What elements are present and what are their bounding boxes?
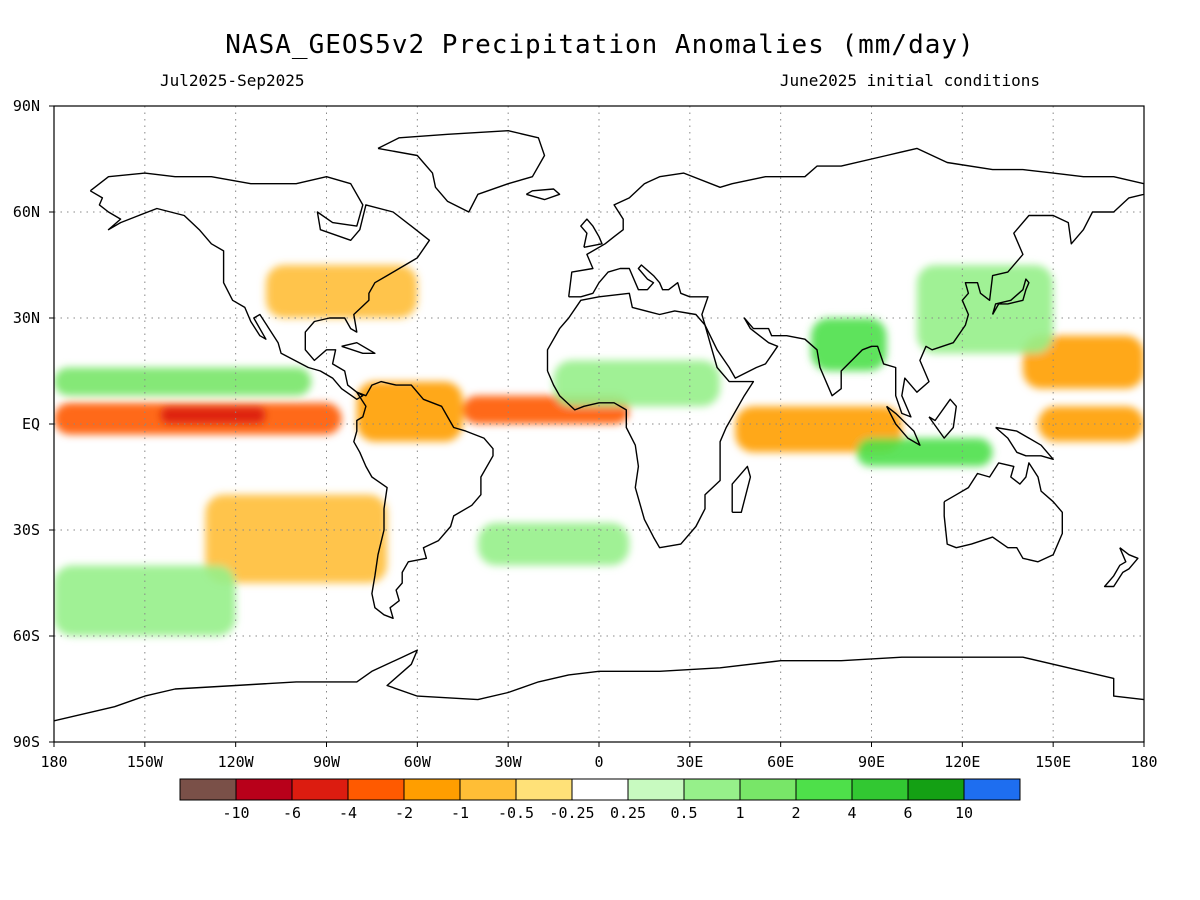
colorbar-label: -4 — [339, 804, 357, 822]
coastline-iceland — [525, 188, 561, 201]
lon-tick-label: 0 — [594, 753, 603, 771]
anomaly-region-8 — [1038, 406, 1144, 442]
colorbar-swatch — [683, 778, 741, 801]
anomaly-region-5 — [553, 360, 721, 407]
lon-tick-label: 30W — [495, 753, 523, 771]
coastline-sumatra — [885, 405, 921, 446]
coastline-new-zealand — [1103, 547, 1139, 588]
lon-tick-label: 120W — [218, 753, 255, 771]
latitude-tick-labels: 90N 60N 30N EQ 30S 60S 90S — [13, 97, 54, 751]
colorbar-swatch — [739, 778, 797, 801]
lat-tick-label: 30N — [13, 309, 40, 327]
colorbar-label: 4 — [847, 804, 856, 822]
anomaly-region-6 — [735, 406, 902, 453]
anomaly-region-14 — [477, 522, 630, 566]
lat-tick-label: 60S — [13, 627, 40, 645]
anomaly-region-7 — [856, 438, 993, 467]
coastline-cuba — [341, 342, 376, 354]
coastlines — [54, 129, 1144, 722]
lon-tick-label: 60W — [404, 753, 432, 771]
colorbar-swatch — [571, 778, 629, 801]
colorbar-labels: -10 -6 -4 -2 -1 -0.5 -0.25 0.25 0.5 1 2 4 6 10 — [222, 804, 973, 822]
lon-tick-label: 150W — [127, 753, 164, 771]
coastline-australia — [943, 462, 1064, 563]
coastline-eurasia — [568, 147, 1144, 418]
lon-tick-label: 180 — [40, 753, 67, 771]
lon-tick-label: 120E — [944, 753, 980, 771]
lon-tick-label: 150E — [1035, 753, 1071, 771]
colorbar-swatch — [291, 778, 349, 801]
lon-tick-label: 90E — [858, 753, 885, 771]
colorbar-swatch — [459, 778, 517, 801]
anomaly-field — [54, 265, 1144, 636]
chart-title: NASA_GEOS5v2 Precipitation Anomalies (mm… — [225, 30, 974, 60]
coastline-south-america — [353, 380, 494, 619]
lon-tick-label: 60E — [767, 753, 794, 771]
anomaly-region-12 — [265, 265, 418, 318]
colorbar-swatch — [179, 778, 237, 801]
colorbar-swatch — [515, 778, 573, 801]
initial-conditions: June2025 initial conditions — [780, 71, 1040, 90]
lon-tick-label: 30E — [676, 753, 703, 771]
forecast-period: Jul2025-Sep2025 — [160, 71, 305, 90]
coastline-borneo — [928, 398, 957, 439]
coastline-africa — [546, 292, 755, 549]
colorbar — [179, 778, 1021, 801]
colorbar-label: 2 — [791, 804, 800, 822]
coastline-madagascar — [731, 465, 752, 513]
colorbar-label: -2 — [395, 804, 413, 822]
colorbar-label: 6 — [903, 804, 912, 822]
colorbar-swatch — [851, 778, 909, 801]
colorbar-swatch — [907, 778, 965, 801]
colorbar-swatch — [235, 778, 293, 801]
lon-tick-label: 180 — [1130, 753, 1157, 771]
lat-tick-label: 90S — [13, 733, 40, 751]
coastline-new-guinea — [995, 426, 1054, 460]
lat-tick-label: 90N — [13, 97, 40, 115]
coastline-greenland — [377, 129, 546, 213]
coastline-north-america — [89, 172, 431, 400]
anomaly-region-10 — [810, 318, 887, 371]
longitude-tick-labels: 180 150W 120W 90W 60W 30W 0 30E 60E 90E 120E 150E 18… — [40, 742, 1158, 771]
colorbar-swatch — [963, 778, 1021, 801]
anomaly-region-2 — [54, 367, 312, 396]
anomaly-region-4 — [356, 381, 463, 442]
colorbar-label: 1 — [735, 804, 744, 822]
coastline-antarctica — [54, 649, 1144, 722]
colorbar-swatch — [347, 778, 405, 801]
lon-tick-label: 90W — [313, 753, 341, 771]
colorbar-label: 0.5 — [670, 804, 697, 822]
colorbar-label: 10 — [955, 804, 973, 822]
anomaly-region-1 — [159, 406, 266, 424]
colorbar-label: -10 — [222, 804, 249, 822]
lat-tick-label: 30S — [13, 521, 40, 539]
colorbar-swatch — [403, 778, 461, 801]
colorbar-label: -0.25 — [549, 804, 594, 822]
coastline-japan — [991, 278, 1030, 315]
anomaly-region-13 — [205, 494, 388, 583]
colorbar-label: -1 — [451, 804, 469, 822]
anomaly-region-11 — [916, 265, 1054, 354]
colorbar-label: 0.25 — [610, 804, 646, 822]
colorbar-label: -0.5 — [498, 804, 534, 822]
colorbar-swatch — [627, 778, 685, 801]
colorbar-swatch — [795, 778, 853, 801]
anomaly-region-9 — [1022, 335, 1144, 389]
lat-tick-label: EQ — [22, 415, 40, 433]
colorbar-label: -6 — [283, 804, 301, 822]
coastline-uk — [580, 218, 603, 248]
lat-tick-label: 60N — [13, 203, 40, 221]
